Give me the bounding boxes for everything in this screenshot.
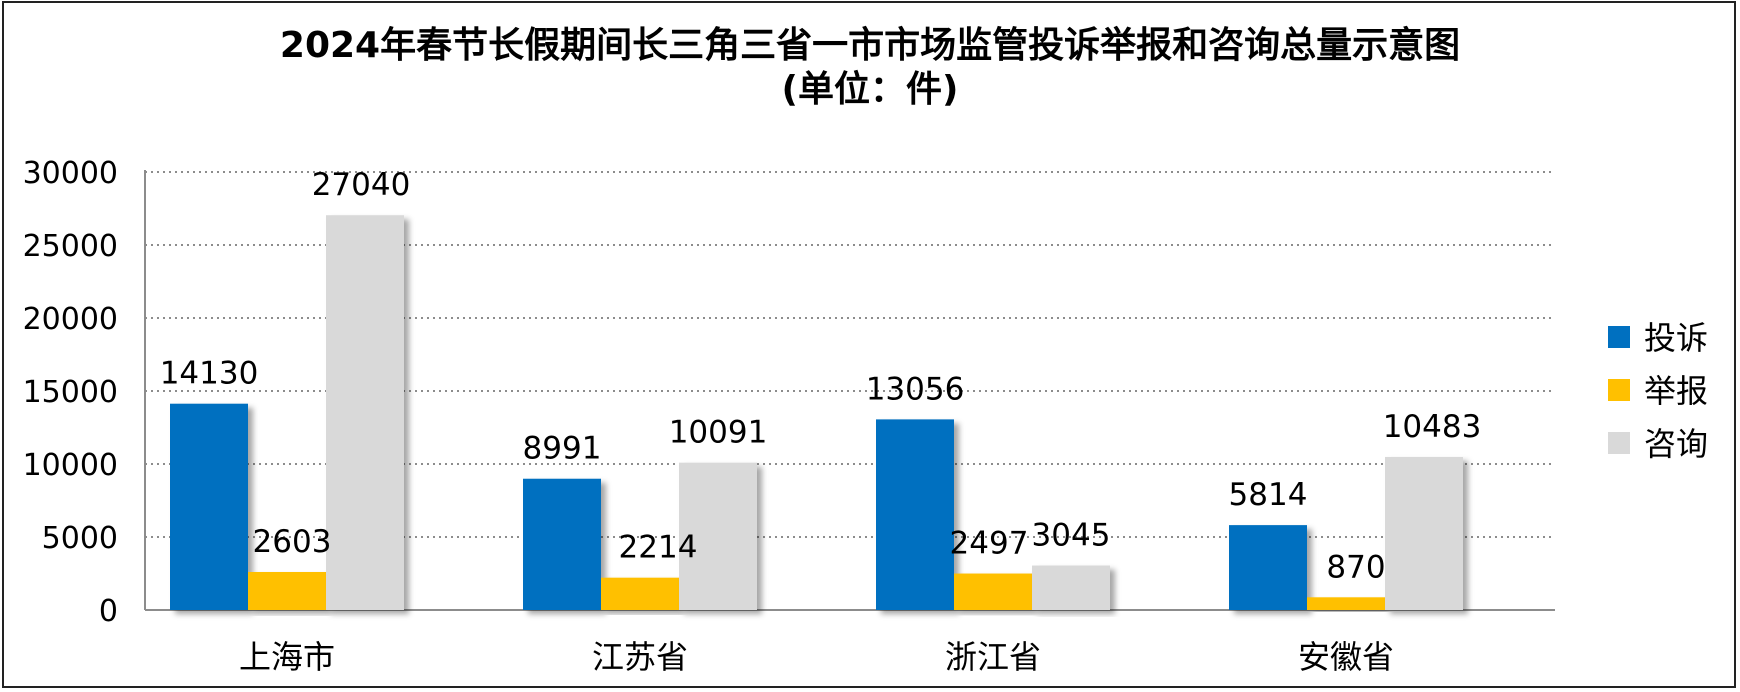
bar [170, 403, 248, 610]
chart-title-line1: 2024年春节长假期间长三角三省一市市场监管投诉举报和咨询总量示意图 [279, 25, 1461, 66]
legend-swatch [1608, 432, 1630, 454]
y-tick-label: 10000 [23, 448, 118, 483]
y-tick-label: 20000 [23, 302, 118, 337]
data-labels: 14130 2603 27040 8991 2214 10091 13056 2497 3045… [160, 167, 1482, 585]
y-tick-label: 30000 [23, 156, 118, 191]
bar [1307, 597, 1385, 610]
x-category-label: 浙江省 [945, 638, 1041, 676]
legend-label: 投诉 [1644, 319, 1708, 357]
bar [601, 577, 679, 610]
bar [523, 478, 601, 610]
legend-label: 咨询 [1644, 425, 1708, 463]
chart-title: 2024年春节长假期间长三角三省一市市场监管投诉举报和咨询总量示意图 (单位：件… [0, 24, 1740, 112]
data-label: 2603 [253, 524, 332, 560]
legend-swatch [1608, 326, 1630, 348]
chart-title-line2: (单位：件) [781, 69, 959, 110]
bar [876, 419, 954, 610]
x-category-label: 安徽省 [1298, 638, 1394, 676]
data-label: 13056 [866, 371, 965, 407]
bars [170, 215, 1463, 610]
bar [1385, 456, 1463, 610]
y-tick-label: 5000 [42, 521, 118, 556]
data-label: 5814 [1229, 477, 1308, 513]
bar [679, 462, 757, 610]
data-label: 14130 [160, 356, 259, 392]
x-category-label: 上海市 [239, 638, 335, 676]
data-label: 10091 [669, 415, 768, 451]
data-label: 3045 [1032, 518, 1111, 554]
data-label: 2214 [619, 530, 698, 566]
y-tick-label: 15000 [23, 375, 118, 410]
bar [326, 215, 404, 610]
data-label: 870 [1326, 549, 1385, 585]
bar [1032, 565, 1110, 610]
data-label: 2497 [950, 526, 1029, 562]
data-label: 8991 [523, 431, 602, 467]
axes: 0 5000 10000 15000 20000 25000 30000 上海市 江苏省 浙江省 安… [23, 156, 1555, 676]
y-tick-label: 0 [99, 594, 118, 629]
bar [954, 573, 1032, 610]
bar [248, 571, 326, 610]
legend-label: 举报 [1644, 372, 1708, 410]
y-tick-label: 25000 [23, 229, 118, 264]
x-category-label: 江苏省 [592, 638, 688, 676]
data-label: 27040 [312, 167, 411, 203]
data-label: 10483 [1383, 409, 1482, 445]
legend-swatch [1608, 379, 1630, 401]
bar [1229, 525, 1307, 610]
